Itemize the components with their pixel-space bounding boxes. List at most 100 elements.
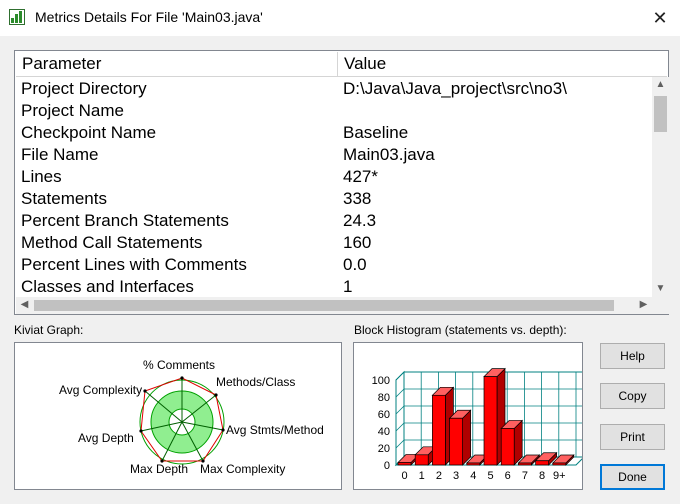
table-row[interactable]: Project Directory D:\Java\Java_project\sr… bbox=[16, 78, 652, 100]
value-cell: 338 bbox=[343, 189, 372, 208]
histogram-x-tick-label: 8 bbox=[539, 470, 545, 482]
kiviat-axis-label: Max Complexity bbox=[200, 462, 285, 476]
parameter-cell: Percent Lines with Comments bbox=[21, 255, 247, 274]
table-row[interactable]: Percent Branch Statements 24.3 bbox=[16, 210, 652, 232]
scrollbar-corner bbox=[652, 297, 669, 314]
histogram-bar bbox=[432, 394, 446, 466]
histogram-gridline bbox=[395, 405, 405, 415]
value-cell: 24.3 bbox=[343, 211, 377, 230]
kiviat-axis-label: Max Depth bbox=[130, 462, 188, 476]
histogram-bar bbox=[483, 376, 498, 466]
table-row[interactable]: Lines 427* bbox=[16, 166, 652, 188]
done-button[interactable]: Done bbox=[600, 464, 665, 490]
table-row[interactable]: Project Name bbox=[16, 100, 652, 122]
histogram-x-tick-label: 9+ bbox=[553, 470, 566, 482]
histogram-x-tick-label: 5 bbox=[487, 470, 493, 482]
kiviat-axis-label: Avg Stmts/Method bbox=[226, 423, 324, 437]
histogram-x-tick-label: 3 bbox=[453, 470, 459, 482]
table-row[interactable]: Method Call Statements 160 bbox=[16, 232, 652, 254]
value-cell: Main03.java bbox=[343, 145, 435, 164]
histogram-x-ticks: 0 1 2 3 4 5 6 7 8 9+ bbox=[401, 470, 565, 482]
window-title: Metrics Details For File 'Main03.java' bbox=[35, 9, 263, 25]
histogram-x-tick-label: 1 bbox=[419, 470, 425, 482]
parameter-cell: Lines bbox=[21, 167, 62, 186]
histogram-x-tick-label: 0 bbox=[401, 470, 407, 482]
scroll-left-icon[interactable]: ◀ bbox=[20, 299, 29, 310]
histogram-y-tick-label: 80 bbox=[378, 392, 390, 404]
value-cell: 160 bbox=[343, 233, 372, 252]
histogram-panel: 100 80 60 40 20 0 0 1 2 3 4 5 6 7 8 9+ bbox=[353, 342, 586, 490]
kiviat-graph: % Comments Methods/Class Avg Stmts/Metho… bbox=[59, 358, 324, 476]
table-body: Project Directory D:\Java\Java_project\sr… bbox=[16, 78, 652, 296]
close-button[interactable]: ✕ bbox=[640, 0, 680, 36]
parameter-cell: Project Directory bbox=[21, 79, 147, 98]
table-row[interactable]: Classes and Interfaces 1 bbox=[16, 276, 652, 296]
histogram-bar bbox=[535, 460, 549, 466]
histogram-x-tick-label: 7 bbox=[522, 470, 528, 482]
value-cell: 1 bbox=[343, 277, 353, 296]
vertical-scrollbar[interactable]: ▲ ▼ bbox=[652, 77, 669, 298]
scroll-right-icon[interactable]: ▶ bbox=[639, 299, 648, 310]
histogram-side-wall bbox=[395, 370, 405, 467]
histogram-bar bbox=[414, 454, 429, 466]
histogram-bars bbox=[397, 367, 575, 466]
table-row[interactable]: Statements 338 bbox=[16, 188, 652, 210]
kiviat-graph-label: Kiviat Graph: bbox=[14, 323, 84, 337]
histogram-gridline bbox=[395, 422, 405, 432]
histogram-bar bbox=[466, 462, 481, 466]
histogram-bar-side bbox=[462, 409, 471, 466]
histogram-y-tick-label: 20 bbox=[378, 443, 390, 455]
histogram-y-tick-label: 100 bbox=[372, 375, 390, 387]
kiviat-graph-panel: % Comments Methods/Class Avg Stmts/Metho… bbox=[14, 342, 342, 490]
histogram-gridline bbox=[395, 439, 405, 449]
histogram-bar bbox=[449, 417, 463, 466]
histogram-label: Block Histogram (statements vs. depth): bbox=[354, 323, 567, 337]
table-header: Parameter Value bbox=[16, 52, 667, 77]
value-cell: 427* bbox=[343, 167, 378, 186]
histogram-x-tick-label: 2 bbox=[436, 470, 442, 482]
value-cell: 0.0 bbox=[343, 255, 367, 274]
horizontal-scroll-thumb[interactable] bbox=[34, 300, 614, 311]
copy-button[interactable]: Copy bbox=[600, 383, 665, 409]
value-cell: Baseline bbox=[343, 123, 409, 142]
print-button[interactable]: Print bbox=[600, 424, 665, 450]
histogram-y-tick-label: 60 bbox=[378, 409, 390, 421]
histogram-x-tick-label: 6 bbox=[505, 470, 511, 482]
vertical-scroll-thumb[interactable] bbox=[654, 96, 667, 132]
kiviat-axis-label: % Comments bbox=[143, 358, 215, 372]
kiviat-value-polygon bbox=[140, 377, 224, 462]
close-icon: ✕ bbox=[652, 8, 668, 28]
kiviat-axis-label: Avg Complexity bbox=[59, 383, 142, 397]
histogram-x-tick-label: 4 bbox=[470, 470, 476, 482]
parameter-cell: File Name bbox=[21, 145, 99, 164]
table-row[interactable]: File Name Main03.java bbox=[16, 144, 652, 166]
kiviat-points bbox=[139, 376, 225, 463]
histogram-y-tick-label: 0 bbox=[384, 460, 390, 472]
kiviat-axis-label: Methods/Class bbox=[216, 375, 295, 389]
help-button[interactable]: Help bbox=[600, 343, 665, 369]
parameter-cell: Statements bbox=[21, 189, 107, 208]
parameter-cell: Percent Branch Statements bbox=[21, 211, 229, 230]
histogram-gridline bbox=[395, 388, 405, 398]
histogram-y-tick-label: 40 bbox=[378, 426, 390, 438]
value-cell: D:\Java\Java_project\src\no3\ bbox=[343, 79, 567, 98]
kiviat-axis-label: Avg Depth bbox=[78, 431, 134, 445]
parameter-cell: Project Name bbox=[21, 101, 124, 120]
parameter-cell: Classes and Interfaces bbox=[21, 277, 194, 296]
scroll-down-icon[interactable]: ▼ bbox=[655, 283, 666, 294]
horizontal-scrollbar[interactable]: ◀ ▶ bbox=[16, 297, 652, 314]
histogram-y-ticks: 100 80 60 40 20 0 bbox=[372, 375, 390, 472]
scroll-up-icon[interactable]: ▲ bbox=[655, 79, 666, 90]
title-bar: Metrics Details For File 'Main03.java' ✕ bbox=[0, 0, 680, 36]
column-header-parameter[interactable]: Parameter bbox=[16, 52, 338, 76]
table-row[interactable]: Checkpoint Name Baseline bbox=[16, 122, 652, 144]
histogram-bar bbox=[552, 462, 567, 466]
histogram-bar bbox=[500, 428, 515, 466]
app-icon bbox=[9, 9, 25, 25]
metrics-table: Parameter Value Project Directory D:\Java… bbox=[14, 50, 669, 315]
histogram-bar bbox=[518, 462, 532, 466]
table-row[interactable]: Percent Lines with Comments 0.0 bbox=[16, 254, 652, 276]
parameter-cell: Method Call Statements bbox=[21, 233, 203, 252]
column-header-value[interactable]: Value bbox=[344, 54, 387, 73]
